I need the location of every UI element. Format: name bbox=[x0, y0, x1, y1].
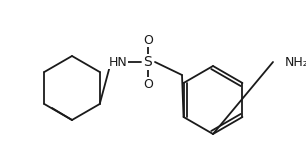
Text: NH₂: NH₂ bbox=[285, 56, 306, 68]
Text: O: O bbox=[143, 78, 153, 90]
Text: S: S bbox=[144, 55, 152, 69]
Text: HN: HN bbox=[109, 56, 127, 68]
Text: O: O bbox=[143, 34, 153, 46]
